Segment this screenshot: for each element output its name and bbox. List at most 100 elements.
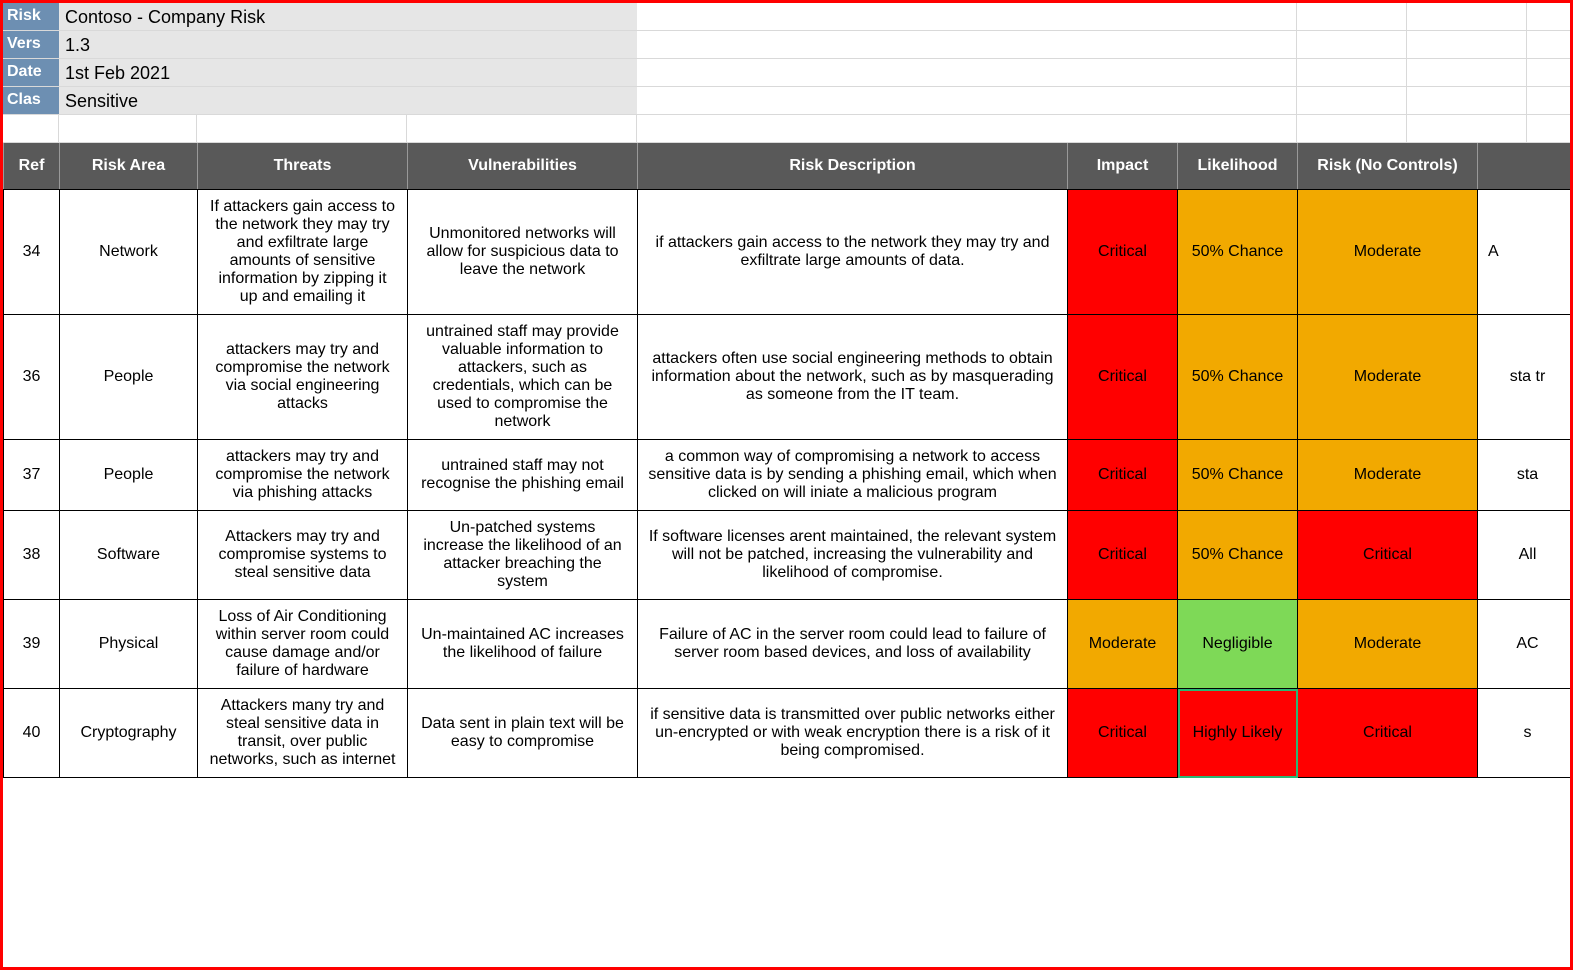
table-row: 36Peopleattackers may try and compromise… <box>4 315 1573 440</box>
cell-likelihood[interactable]: Highly Likely <box>1178 689 1298 778</box>
cell-risk-no-controls[interactable]: Moderate <box>1298 600 1478 689</box>
cell-ref[interactable]: 37 <box>4 440 60 511</box>
meta-blank-cell[interactable] <box>637 31 1297 59</box>
cell-impact[interactable]: Critical <box>1068 190 1178 315</box>
col-header-extra[interactable] <box>1478 143 1573 190</box>
meta-blank-cell[interactable] <box>1527 3 1573 31</box>
cell-vulnerabilities[interactable]: Un-patched systems increase the likeliho… <box>408 511 638 600</box>
cell-likelihood[interactable]: Negligible <box>1178 600 1298 689</box>
meta-blank-cell[interactable] <box>1527 87 1573 115</box>
col-header-vulnerabilities[interactable]: Vulnerabilities <box>408 143 638 190</box>
meta-label-classification: Clas <box>3 87 59 115</box>
meta-blank-cell[interactable] <box>1407 115 1527 143</box>
meta-blank-cell[interactable] <box>1297 31 1407 59</box>
cell-vulnerabilities[interactable]: Un-maintained AC increases the likelihoo… <box>408 600 638 689</box>
meta-value-version[interactable]: 1.3 <box>59 31 637 59</box>
meta-blank-cell[interactable] <box>1297 3 1407 31</box>
cell-risk-no-controls[interactable]: Moderate <box>1298 440 1478 511</box>
meta-blank-cell[interactable] <box>1297 115 1407 143</box>
meta-blank-cell[interactable] <box>637 115 1297 143</box>
cell-threats[interactable]: Attackers many try and steal sensitive d… <box>198 689 408 778</box>
cell-extra[interactable]: All <box>1478 511 1573 600</box>
cell-risk-description[interactable]: If software licenses arent maintained, t… <box>638 511 1068 600</box>
spreadsheet-viewport: Risk Contoso - Company Risk Vers 1.3 Dat… <box>0 0 1573 970</box>
cell-likelihood[interactable]: 50% Chance <box>1178 511 1298 600</box>
cell-risk-area[interactable]: People <box>60 440 198 511</box>
col-header-impact[interactable]: Impact <box>1068 143 1178 190</box>
cell-vulnerabilities[interactable]: untrained staff may provide valuable inf… <box>408 315 638 440</box>
meta-blank-cell[interactable] <box>1527 59 1573 87</box>
cell-ref[interactable]: 39 <box>4 600 60 689</box>
meta-value-classification[interactable]: Sensitive <box>59 87 637 115</box>
cell-impact[interactable]: Moderate <box>1068 600 1178 689</box>
cell-extra[interactable]: A qua <box>1478 190 1573 315</box>
meta-blank-cell[interactable] <box>1407 87 1527 115</box>
cell-extra[interactable]: s <box>1478 689 1573 778</box>
cell-risk-no-controls[interactable]: Moderate <box>1298 190 1478 315</box>
meta-blank-cell[interactable] <box>1297 59 1407 87</box>
cell-likelihood[interactable]: 50% Chance <box>1178 315 1298 440</box>
cell-vulnerabilities[interactable]: Data sent in plain text will be easy to … <box>408 689 638 778</box>
cell-extra[interactable]: sta tr <box>1478 315 1573 440</box>
cell-threats[interactable]: Attackers may try and compromise systems… <box>198 511 408 600</box>
cell-risk-description[interactable]: Failure of AC in the server room could l… <box>638 600 1068 689</box>
meta-value-risk[interactable]: Contoso - Company Risk <box>59 3 637 31</box>
cell-extra[interactable]: AC <box>1478 600 1573 689</box>
meta-blank-cell[interactable] <box>59 115 197 143</box>
meta-blank-cell[interactable] <box>637 3 1297 31</box>
cell-risk-area[interactable]: Physical <box>60 600 198 689</box>
table-row: 39PhysicalLoss of Air Conditioning withi… <box>4 600 1573 689</box>
meta-blank-cell[interactable] <box>3 115 59 143</box>
meta-label-risk: Risk <box>3 3 59 31</box>
col-header-threats[interactable]: Threats <box>198 143 408 190</box>
cell-risk-area[interactable]: Software <box>60 511 198 600</box>
meta-value-date[interactable]: 1st Feb 2021 <box>59 59 637 87</box>
cell-risk-description[interactable]: attackers often use social engineering m… <box>638 315 1068 440</box>
meta-label-version: Vers <box>3 31 59 59</box>
cell-risk-area[interactable]: People <box>60 315 198 440</box>
cell-ref[interactable]: 40 <box>4 689 60 778</box>
meta-blank-cell[interactable] <box>1297 87 1407 115</box>
meta-blank-cell[interactable] <box>1527 31 1573 59</box>
cell-impact[interactable]: Critical <box>1068 511 1178 600</box>
cell-impact[interactable]: Critical <box>1068 315 1178 440</box>
col-header-likelihood[interactable]: Likelihood <box>1178 143 1298 190</box>
table-row: 34NetworkIf attackers gain access to the… <box>4 190 1573 315</box>
table-row: 38SoftwareAttackers may try and compromi… <box>4 511 1573 600</box>
cell-risk-no-controls[interactable]: Critical <box>1298 689 1478 778</box>
meta-label-date: Date <box>3 59 59 87</box>
meta-blank-cell[interactable] <box>407 115 637 143</box>
cell-risk-area[interactable]: Cryptography <box>60 689 198 778</box>
meta-blank-cell[interactable] <box>1407 3 1527 31</box>
cell-risk-area[interactable]: Network <box>60 190 198 315</box>
cell-likelihood[interactable]: 50% Chance <box>1178 440 1298 511</box>
cell-impact[interactable]: Critical <box>1068 440 1178 511</box>
cell-threats[interactable]: attackers may try and compromise the net… <box>198 440 408 511</box>
meta-blank-cell[interactable] <box>637 59 1297 87</box>
cell-threats[interactable]: Loss of Air Conditioning within server r… <box>198 600 408 689</box>
cell-risk-description[interactable]: a common way of compromising a network t… <box>638 440 1068 511</box>
col-header-risk-no-controls[interactable]: Risk (No Controls) <box>1298 143 1478 190</box>
cell-risk-description[interactable]: if sensitive data is transmitted over pu… <box>638 689 1068 778</box>
col-header-risk-area[interactable]: Risk Area <box>60 143 198 190</box>
meta-blank-cell[interactable] <box>197 115 407 143</box>
cell-ref[interactable]: 38 <box>4 511 60 600</box>
meta-blank-cell[interactable] <box>1407 31 1527 59</box>
cell-risk-description[interactable]: if attackers gain access to the network … <box>638 190 1068 315</box>
col-header-ref[interactable]: Ref <box>4 143 60 190</box>
meta-blank-cell[interactable] <box>1527 115 1573 143</box>
cell-threats[interactable]: If attackers gain access to the network … <box>198 190 408 315</box>
cell-vulnerabilities[interactable]: Unmonitored networks will allow for susp… <box>408 190 638 315</box>
cell-impact[interactable]: Critical <box>1068 689 1178 778</box>
cell-ref[interactable]: 34 <box>4 190 60 315</box>
cell-ref[interactable]: 36 <box>4 315 60 440</box>
meta-blank-cell[interactable] <box>637 87 1297 115</box>
cell-threats[interactable]: attackers may try and compromise the net… <box>198 315 408 440</box>
cell-risk-no-controls[interactable]: Critical <box>1298 511 1478 600</box>
meta-blank-cell[interactable] <box>1407 59 1527 87</box>
cell-likelihood[interactable]: 50% Chance <box>1178 190 1298 315</box>
cell-vulnerabilities[interactable]: untrained staff may not recognise the ph… <box>408 440 638 511</box>
col-header-risk-description[interactable]: Risk Description <box>638 143 1068 190</box>
cell-extra[interactable]: sta <box>1478 440 1573 511</box>
cell-risk-no-controls[interactable]: Moderate <box>1298 315 1478 440</box>
